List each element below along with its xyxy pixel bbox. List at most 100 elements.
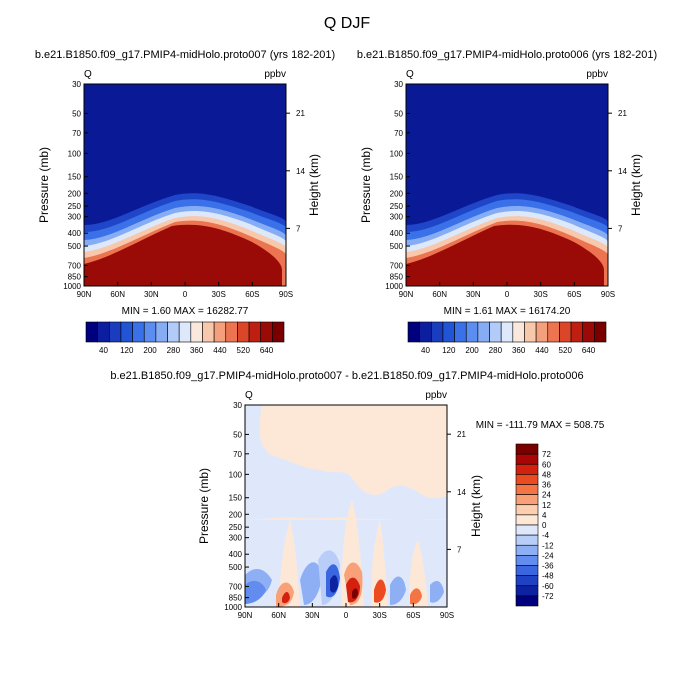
colorbar-label: 640 — [260, 346, 274, 355]
y-tick-label: 150 — [229, 494, 243, 503]
x-tick-label: 90N — [77, 290, 92, 299]
colorbar-swatch — [407, 321, 420, 343]
colorbar-label: 60 — [542, 460, 551, 469]
y2-tick-label: 14 — [457, 488, 466, 497]
panel-subtitle: b.e21.B1850.f09_g17.PMIP4-midHolo.proto0… — [357, 49, 657, 61]
y-tick-label: 100 — [390, 149, 404, 158]
y-tick-label: 300 — [390, 213, 404, 222]
x-tick-label: 30N — [144, 290, 159, 299]
y-tick-label: 200 — [229, 510, 243, 519]
figure-title: Q DJF — [324, 15, 370, 32]
y2-tick-label: 14 — [296, 167, 305, 176]
x-tick-label: 90S — [601, 290, 615, 299]
colorbar-label: 120 — [120, 346, 134, 355]
y-tick-label: 1000 — [224, 603, 242, 612]
colorbar-swatch — [594, 321, 607, 343]
colorbar-proto006: 40 120 200 280 360 440 520 640 — [407, 321, 607, 355]
colorbar-label: -36 — [542, 562, 554, 571]
x-tick-label: 60S — [406, 611, 420, 620]
y-tick-label: 250 — [229, 523, 243, 532]
x-tick-label: 60S — [567, 290, 581, 299]
colorbar-swatch — [515, 484, 539, 495]
x-tick-label: 30S — [534, 290, 548, 299]
y-tick-label: 700 — [229, 582, 243, 591]
colorbar-label: 72 — [542, 450, 551, 459]
colorbar-label: -60 — [542, 582, 554, 591]
y-tick-label: 50 — [233, 430, 242, 439]
x-tick-label: 60N — [432, 290, 447, 299]
colorbar-label: 520 — [559, 346, 573, 355]
colorbar-swatch — [85, 321, 98, 343]
colorbar-swatch — [515, 494, 539, 506]
y-tick-label: 30 — [394, 80, 403, 89]
colorbar-label: 440 — [213, 346, 227, 355]
y-tick-label: 300 — [229, 534, 243, 543]
colorbar-swatch — [500, 321, 514, 343]
x-tick-label: 0 — [505, 290, 510, 299]
y-tick-label: 70 — [233, 450, 242, 459]
x-tick-label: 30N — [305, 611, 320, 620]
panel-difference: b.e21.B1850.f09_g17.PMIP4-midHolo.proto0… — [110, 370, 605, 608]
panel-left-string: Q — [84, 69, 92, 80]
colorbar-swatch — [120, 321, 133, 343]
x-tick-label: 60N — [110, 290, 125, 299]
panel-proto007: b.e21.B1850.f09_g17.PMIP4-midHolo.proto0… — [35, 49, 335, 317]
contour-band — [84, 224, 282, 286]
colorbar-swatch — [515, 534, 539, 546]
y-tick-label: 850 — [68, 273, 82, 282]
y-tick-label: 500 — [68, 242, 82, 251]
panel-subtitle: b.e21.B1850.f09_g17.PMIP4-midHolo.proto0… — [35, 49, 335, 61]
x-tick-label: 30S — [373, 611, 387, 620]
y-tick-label: 150 — [68, 173, 82, 182]
y-tick-label: 1000 — [63, 282, 81, 291]
panel-left-string: Q — [245, 390, 253, 401]
colorbar-swatch — [430, 321, 444, 343]
colorbar-swatch — [515, 443, 539, 455]
colorbar-swatch — [155, 321, 168, 343]
y-tick-label: 150 — [390, 173, 404, 182]
contour-band — [410, 588, 422, 605]
x-tick-label: 30N — [466, 290, 481, 299]
colorbar-label: 0 — [542, 521, 547, 530]
contour-band — [245, 405, 447, 521]
panel-right-string: ppbv — [264, 69, 286, 80]
colorbar-swatch — [108, 321, 122, 343]
colorbar-swatch — [515, 453, 539, 465]
colorbar-swatch — [202, 321, 215, 343]
colorbar-swatch — [515, 504, 539, 516]
y-axis-label: Pressure (mb) — [359, 147, 373, 223]
panel-subtitle: b.e21.B1850.f09_g17.PMIP4-midHolo.proto0… — [110, 370, 583, 382]
y-tick-label: 30 — [72, 80, 81, 89]
y2-tick-label: 14 — [618, 167, 627, 176]
axes-layer: 90N 60N 30N 0 30S 60S 90S305070100150200250300… — [63, 80, 627, 620]
colorbar-swatch — [489, 321, 502, 343]
colorbar-swatch — [515, 565, 539, 576]
x-tick-label: 60N — [271, 611, 286, 620]
contour-band — [430, 580, 444, 603]
contour-band — [300, 562, 322, 605]
y-tick-label: 250 — [68, 202, 82, 211]
y-tick-label: 1000 — [385, 282, 403, 291]
y-tick-label: 850 — [229, 594, 243, 603]
y-tick-label: 100 — [68, 149, 82, 158]
colorbar-label: -12 — [542, 541, 554, 550]
colorbar-swatch — [97, 321, 110, 343]
contour-field — [84, 84, 286, 286]
y-axis-label: Pressure (mb) — [37, 147, 51, 223]
colorbar-swatch — [237, 321, 250, 343]
colorbar-swatch — [582, 321, 595, 343]
y-tick-label: 700 — [68, 261, 82, 270]
contour-field — [406, 84, 608, 286]
stats-text: MIN = 1.61 MAX = 16174.20 — [444, 306, 571, 317]
x-tick-label: 90S — [279, 290, 293, 299]
y-tick-label: 50 — [72, 109, 81, 118]
y-tick-label: 850 — [390, 273, 404, 282]
colorbar-swatch — [515, 474, 539, 485]
colorbar-swatch — [225, 321, 238, 343]
panel-right-string: ppbv — [586, 69, 608, 80]
colorbar-swatch — [178, 321, 192, 343]
colorbar-label: -4 — [542, 531, 550, 540]
y-axis-label: Pressure (mb) — [197, 468, 211, 544]
y-tick-label: 200 — [390, 189, 404, 198]
